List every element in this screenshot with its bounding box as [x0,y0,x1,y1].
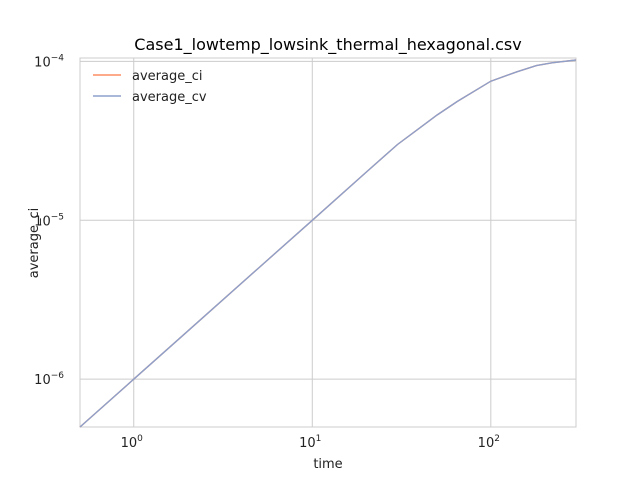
chart-title: Case1_lowtemp_lowsink_thermal_hexagonal.… [134,35,521,55]
plot-frame [79,57,577,428]
legend-item: average_ci [93,69,202,84]
y-tick-label: 10−6 [34,371,64,388]
y-tick-label: 10−5 [34,212,64,229]
legend-label: average_cv [132,90,207,105]
series-line-average-ci [79,59,577,428]
legend-item: average_cv [93,90,207,105]
y-tick-label: 10−4 [34,53,64,70]
grid [80,58,576,427]
series-line-average-cv [79,59,577,428]
series-group [79,59,577,428]
legend: average_ci average_cv [93,69,207,105]
x-tick-label: 100 [121,434,144,451]
x-tick-label: 101 [299,434,321,451]
ticks-group: 100 101 102 10−6 10−5 10−4 [34,53,500,451]
y-axis-label: average_ci [27,208,42,278]
x-tick-label: 102 [478,434,500,451]
legend-label: average_ci [132,69,202,84]
x-axis-label: time [313,457,342,472]
